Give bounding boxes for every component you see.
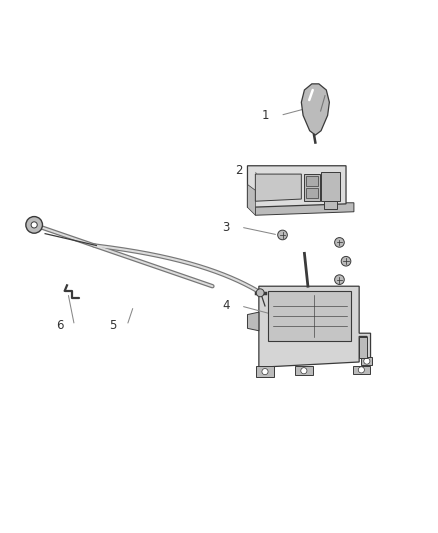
Circle shape xyxy=(364,358,370,364)
Bar xyxy=(361,357,372,365)
Polygon shape xyxy=(259,286,371,367)
Circle shape xyxy=(335,275,344,285)
Circle shape xyxy=(301,368,307,374)
Text: 1: 1 xyxy=(262,109,269,122)
Circle shape xyxy=(278,230,287,240)
Bar xyxy=(295,366,313,375)
Bar xyxy=(306,188,318,198)
Text: 5: 5 xyxy=(109,319,116,332)
Bar xyxy=(306,176,318,186)
Bar xyxy=(304,174,320,201)
Polygon shape xyxy=(301,84,329,135)
Text: 3: 3 xyxy=(223,221,230,233)
Bar xyxy=(324,201,337,209)
Polygon shape xyxy=(255,203,354,215)
Text: 2: 2 xyxy=(236,164,243,176)
Bar xyxy=(359,337,367,358)
Polygon shape xyxy=(255,174,301,201)
Circle shape xyxy=(335,238,344,247)
Circle shape xyxy=(31,222,37,228)
Text: 6: 6 xyxy=(56,319,64,332)
Circle shape xyxy=(262,368,268,375)
Text: 4: 4 xyxy=(223,300,230,312)
Circle shape xyxy=(358,367,364,373)
Bar xyxy=(268,291,351,341)
Circle shape xyxy=(256,289,264,297)
Bar xyxy=(256,366,274,377)
Circle shape xyxy=(341,256,351,266)
Circle shape xyxy=(26,216,42,233)
Polygon shape xyxy=(247,312,259,331)
Polygon shape xyxy=(247,184,255,215)
Bar xyxy=(321,172,340,201)
Bar xyxy=(353,366,370,374)
Polygon shape xyxy=(247,166,346,207)
